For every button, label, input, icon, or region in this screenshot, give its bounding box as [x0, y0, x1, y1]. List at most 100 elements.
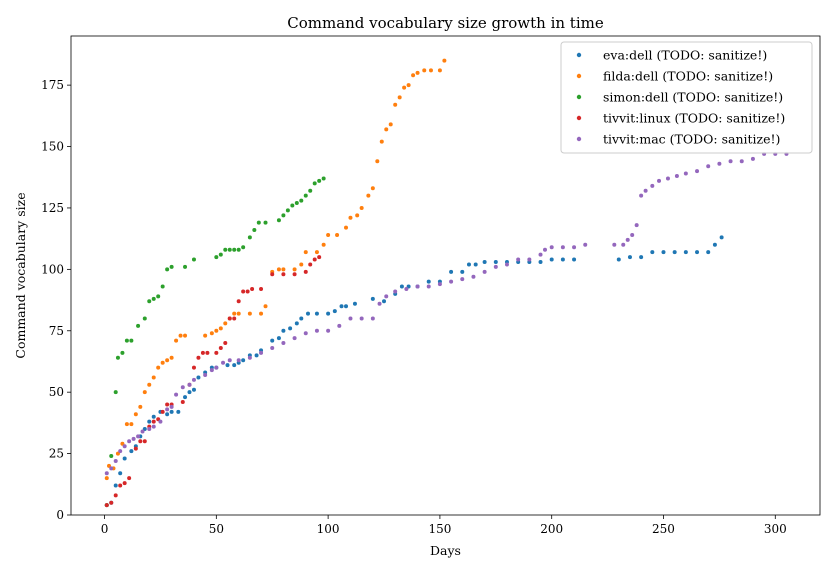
- data-point: [572, 257, 577, 262]
- data-point: [151, 419, 156, 424]
- data-point: [292, 272, 297, 277]
- data-point: [285, 208, 290, 213]
- data-point: [706, 164, 711, 169]
- data-point: [187, 382, 192, 387]
- data-point: [560, 245, 565, 250]
- data-point: [263, 304, 268, 309]
- data-point: [104, 503, 109, 508]
- data-point: [661, 250, 666, 255]
- data-point: [549, 245, 554, 250]
- data-point: [196, 375, 201, 380]
- data-point: [136, 323, 141, 328]
- data-point: [406, 83, 411, 88]
- legend: eva:dell (TODO: sanitize!) filda:dell (TO…: [560, 41, 813, 154]
- data-point: [147, 299, 152, 304]
- data-point: [218, 326, 223, 331]
- data-point: [308, 188, 313, 193]
- data-point: [294, 201, 299, 206]
- data-point: [203, 372, 208, 377]
- data-point: [147, 419, 152, 424]
- data-point: [382, 299, 387, 304]
- data-point: [129, 449, 134, 454]
- data-point: [232, 247, 237, 252]
- data-point: [247, 355, 252, 360]
- data-point: [482, 259, 487, 264]
- data-point: [165, 412, 170, 417]
- data-point: [241, 245, 246, 250]
- data-point: [276, 336, 281, 341]
- data-point: [165, 407, 170, 412]
- data-point: [160, 409, 165, 414]
- data-point: [131, 436, 136, 441]
- data-point: [348, 316, 353, 321]
- data-point: [142, 316, 147, 321]
- legend-label: filda:dell (TODO: sanitize!): [603, 69, 773, 84]
- x-tick-label: 300: [764, 522, 787, 536]
- data-point: [303, 193, 308, 198]
- data-point: [127, 476, 132, 481]
- x-tick-label: 250: [652, 522, 675, 536]
- data-point: [542, 247, 547, 252]
- data-point: [527, 257, 532, 262]
- data-point: [236, 358, 241, 363]
- data-point: [321, 242, 326, 247]
- data-point: [402, 85, 407, 90]
- data-point: [466, 262, 471, 267]
- data-point: [180, 385, 185, 390]
- data-point: [124, 338, 129, 343]
- data-point: [422, 68, 427, 73]
- series-group: [104, 176, 326, 508]
- data-point: [191, 377, 196, 382]
- data-point: [276, 218, 281, 223]
- data-point: [335, 232, 340, 237]
- data-point: [426, 279, 431, 284]
- data-point: [639, 255, 644, 260]
- legend-marker: [576, 73, 582, 79]
- data-point: [728, 159, 733, 164]
- data-point: [538, 259, 543, 264]
- data-point: [147, 382, 152, 387]
- data-point: [281, 272, 286, 277]
- data-point: [299, 262, 304, 267]
- data-point: [312, 257, 317, 262]
- data-point: [473, 262, 478, 267]
- data-point: [178, 333, 183, 338]
- x-tick-label: 0: [101, 522, 109, 536]
- data-point: [223, 341, 228, 346]
- data-point: [312, 181, 317, 186]
- data-point: [352, 301, 357, 306]
- data-point: [719, 235, 724, 240]
- data-point: [247, 235, 252, 240]
- y-tick-label: 25: [49, 447, 64, 461]
- data-point: [317, 178, 322, 183]
- data-point: [259, 311, 264, 316]
- data-point: [122, 456, 127, 461]
- data-point: [104, 476, 109, 481]
- data-point: [683, 250, 688, 255]
- data-point: [151, 424, 156, 429]
- data-point: [127, 439, 132, 444]
- x-tick-label: 200: [540, 522, 563, 536]
- data-point: [299, 316, 304, 321]
- data-point: [259, 350, 264, 355]
- data-point: [180, 400, 185, 405]
- data-point: [616, 257, 621, 262]
- data-point: [214, 365, 219, 370]
- data-point: [276, 267, 281, 272]
- data-point: [221, 360, 226, 365]
- data-point: [294, 321, 299, 326]
- data-point: [339, 304, 344, 309]
- data-point: [169, 355, 174, 360]
- x-tick-label: 150: [428, 522, 451, 536]
- data-point: [326, 232, 331, 237]
- data-point: [303, 250, 308, 255]
- series-group: [104, 255, 322, 508]
- data-point: [191, 387, 196, 392]
- data-point: [118, 449, 123, 454]
- data-point: [151, 296, 156, 301]
- data-point: [650, 183, 655, 188]
- data-point: [200, 350, 205, 355]
- data-point: [750, 156, 755, 161]
- data-point: [460, 269, 465, 274]
